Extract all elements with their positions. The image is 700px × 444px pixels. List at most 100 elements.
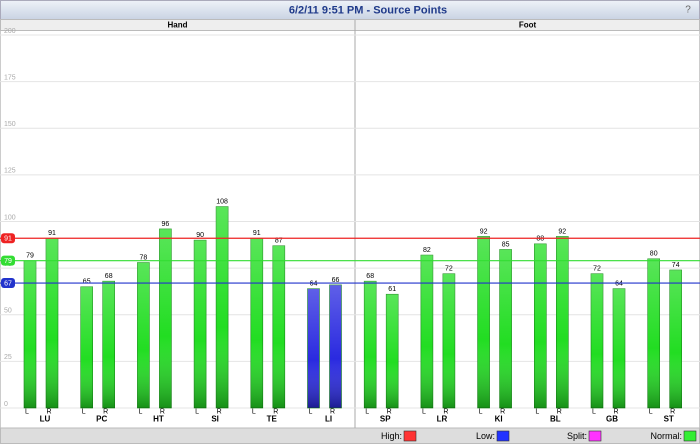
value-label: 82 xyxy=(423,247,431,254)
y-tick-label: 25 xyxy=(4,354,12,361)
side-label: L xyxy=(422,408,426,415)
panel-header xyxy=(0,19,700,31)
reference-label: 91 xyxy=(4,236,12,243)
side-label: L xyxy=(479,408,483,415)
bar-shine xyxy=(534,243,547,408)
side-label: R xyxy=(557,408,562,415)
bar-shine xyxy=(24,260,36,408)
help-button[interactable]: ? xyxy=(685,5,691,16)
bar-shine xyxy=(329,284,342,408)
bar-shine xyxy=(250,238,263,408)
value-label: 78 xyxy=(140,254,148,261)
side-label: L xyxy=(252,408,256,415)
y-tick-label: 175 xyxy=(4,74,16,81)
category-label: TE xyxy=(267,415,278,424)
bar-shine xyxy=(613,288,625,408)
value-label: 88 xyxy=(536,236,544,243)
bar-shine xyxy=(272,245,285,408)
panel-title: Foot xyxy=(519,21,537,30)
value-label: 65 xyxy=(83,279,91,286)
category-label: SP xyxy=(380,415,391,424)
category-label: HT xyxy=(153,415,164,424)
side-label: R xyxy=(500,408,505,415)
bar-shine xyxy=(647,258,660,408)
side-label: L xyxy=(365,408,369,415)
value-label: 108 xyxy=(216,198,228,205)
value-label: 79 xyxy=(26,253,34,260)
category-label: LU xyxy=(40,415,51,424)
value-label: 80 xyxy=(650,251,658,258)
y-tick-label: 50 xyxy=(4,308,12,315)
chart-title: 6/2/11 9:51 PM - Source Points xyxy=(289,4,447,16)
value-label: 66 xyxy=(332,277,340,284)
side-label: R xyxy=(160,408,165,415)
bar-shine xyxy=(216,206,229,408)
reference-label: 67 xyxy=(4,280,12,287)
legend-swatch xyxy=(588,430,602,442)
value-label: 91 xyxy=(253,230,261,237)
bar-shine xyxy=(159,228,172,408)
side-label: R xyxy=(330,408,335,415)
bar-shine xyxy=(137,262,150,408)
category-label: LI xyxy=(325,415,332,424)
category-label: KI xyxy=(495,415,503,424)
side-label: R xyxy=(273,408,278,415)
bar-shine xyxy=(420,255,433,408)
reference-badge xyxy=(1,278,15,289)
side-label: L xyxy=(309,408,313,415)
value-label: 68 xyxy=(366,273,374,280)
y-tick-label: 200 xyxy=(4,28,16,35)
legend-swatch xyxy=(403,430,417,442)
bar-shine xyxy=(386,294,399,408)
value-label: 92 xyxy=(480,228,488,235)
y-tick-label: 0 xyxy=(4,401,8,408)
side-label: L xyxy=(649,408,653,415)
value-label: 61 xyxy=(388,286,396,293)
category-label: SI xyxy=(211,415,219,424)
value-label: 91 xyxy=(48,230,56,237)
value-label: 64 xyxy=(310,280,318,287)
side-label: R xyxy=(387,408,392,415)
y-tick-label: 150 xyxy=(4,121,16,128)
category-label: BL xyxy=(550,415,561,424)
bar-shine xyxy=(80,286,93,408)
bar-shine xyxy=(556,236,569,408)
side-label: L xyxy=(138,408,142,415)
bar-shine xyxy=(442,273,455,408)
y-tick-label: 100 xyxy=(4,214,16,221)
value-label: 92 xyxy=(558,228,566,235)
category-label: ST xyxy=(664,415,674,424)
reference-badge xyxy=(1,255,15,266)
side-label: L xyxy=(592,408,596,415)
side-label: R xyxy=(670,408,675,415)
bar-shine xyxy=(194,240,207,408)
legend-swatch xyxy=(683,430,697,442)
panel-title: Hand xyxy=(168,21,188,30)
legend-label: Low: xyxy=(476,431,495,441)
value-label: 64 xyxy=(615,280,623,287)
bar-shine xyxy=(46,238,58,408)
legend-swatch xyxy=(496,430,510,442)
value-label: 87 xyxy=(275,238,283,245)
value-label: 74 xyxy=(672,262,680,269)
legend-label: Normal: xyxy=(650,431,682,441)
value-label: 90 xyxy=(196,232,204,239)
side-label: L xyxy=(535,408,539,415)
bar-shine xyxy=(307,288,320,408)
value-label: 85 xyxy=(502,241,510,248)
category-label: LR xyxy=(437,415,448,424)
category-label: PC xyxy=(96,415,107,424)
bar-shine xyxy=(102,281,115,408)
side-label: L xyxy=(25,408,29,415)
value-label: 72 xyxy=(445,266,453,273)
bar-shine xyxy=(669,269,682,408)
y-tick-label: 125 xyxy=(4,168,16,175)
reference-badge xyxy=(1,233,15,244)
side-label: L xyxy=(195,408,199,415)
value-label: 96 xyxy=(162,221,170,228)
side-label: R xyxy=(613,408,618,415)
bar-shine xyxy=(477,236,490,408)
side-label: R xyxy=(443,408,448,415)
side-label: L xyxy=(82,408,86,415)
bar-shine xyxy=(499,249,512,408)
